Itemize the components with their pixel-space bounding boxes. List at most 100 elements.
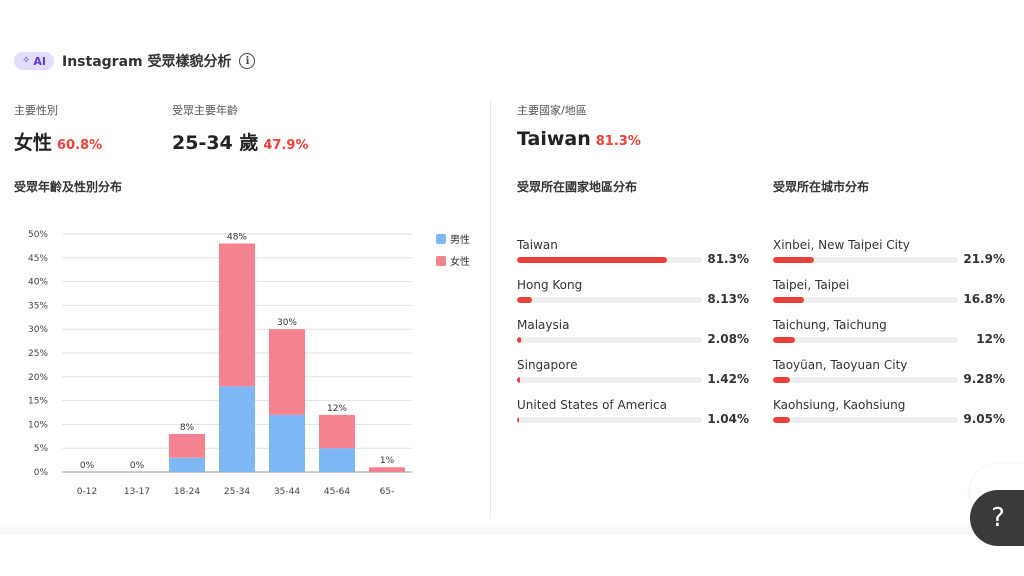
bar-total-label: 30% bbox=[277, 318, 297, 328]
distribution-name: Taiwan bbox=[517, 238, 558, 252]
distribution-pct: 16.8% bbox=[963, 292, 1005, 306]
distribution-row: Taiwan 81.3% bbox=[517, 237, 749, 277]
distribution-pct: 1.42% bbox=[707, 372, 749, 386]
help-button[interactable]: ? bbox=[970, 490, 1024, 546]
distribution-fill bbox=[773, 337, 796, 343]
ai-badge-label: AI bbox=[33, 54, 46, 68]
bar-total-label: 8% bbox=[180, 423, 195, 433]
distribution-pct: 21.9% bbox=[963, 252, 1005, 266]
distribution-track bbox=[773, 257, 958, 263]
column-divider bbox=[490, 100, 491, 518]
distribution-name: Taipei, Taipei bbox=[773, 278, 850, 292]
y-tick-label: 10% bbox=[28, 420, 48, 430]
age-gender-chart: 0% 5% 10% 15% 20% 25% 30% 35% 40% 45% 50% 0% 0-12 0% 1… bbox=[28, 230, 470, 497]
distribution-track bbox=[517, 417, 702, 423]
bar-segment-female bbox=[219, 243, 255, 387]
distribution-pct: 9.05% bbox=[963, 412, 1005, 426]
country-distribution-list: Taiwan 81.3% Hong Kong 8.13% Malaysia 2.08% Si… bbox=[517, 237, 749, 437]
stat-country-value: Taiwan bbox=[517, 128, 591, 150]
ai-badge: ✧ AI bbox=[14, 52, 54, 70]
y-tick-label: 45% bbox=[28, 254, 48, 264]
distribution-fill bbox=[517, 337, 521, 343]
distribution-name: Kaohsiung, Kaohsiung bbox=[773, 398, 906, 412]
y-tick-label: 0% bbox=[34, 468, 49, 478]
distribution-name: Taichung, Taichung bbox=[773, 318, 887, 332]
info-icon[interactable]: i bbox=[239, 53, 256, 69]
stat-country: 主要國家/地區 Taiwan 81.3% bbox=[517, 102, 641, 150]
y-tick-label: 20% bbox=[28, 373, 48, 383]
distribution-pct: 8.13% bbox=[707, 292, 749, 306]
bar-total-label: 0% bbox=[80, 461, 95, 471]
stat-gender-value: 女性 bbox=[14, 132, 53, 154]
stat-age-pct: 47.9% bbox=[263, 138, 309, 153]
distribution-pct: 12% bbox=[976, 332, 1005, 346]
distribution-fill bbox=[773, 377, 791, 383]
section-title-country: 受眾所在國家地區分布 bbox=[517, 180, 638, 194]
bar-total-label: 0% bbox=[130, 461, 145, 471]
distribution-name: Taoyüan, Taoyuan City bbox=[773, 358, 908, 372]
x-tick-label: 13-17 bbox=[124, 487, 150, 497]
panel-header: ✧ AI Instagram 受眾樣貌分析 i bbox=[14, 50, 256, 72]
legend-label: 男性 bbox=[450, 233, 470, 246]
legend-label: 女性 bbox=[450, 255, 470, 268]
distribution-name: Singapore bbox=[517, 358, 578, 372]
legend-swatch bbox=[436, 234, 446, 244]
distribution-row: Hong Kong 8.13% bbox=[517, 277, 749, 317]
stat-age: 受眾主要年齡 25-34 歲 47.9% bbox=[172, 102, 309, 155]
y-tick-label: 5% bbox=[34, 444, 49, 454]
distribution-pct: 1.04% bbox=[707, 412, 749, 426]
distribution-name: Xinbei, New Taipei City bbox=[773, 238, 910, 252]
panel-title: Instagram 受眾樣貌分析 bbox=[62, 54, 232, 70]
distribution-name: United States of America bbox=[517, 398, 667, 412]
distribution-row: Malaysia 2.08% bbox=[517, 317, 749, 357]
y-tick-label: 25% bbox=[28, 349, 48, 359]
distribution-track bbox=[517, 257, 702, 263]
distribution-track bbox=[773, 377, 958, 383]
distribution-fill bbox=[773, 297, 805, 303]
x-tick-label: 18-24 bbox=[174, 487, 200, 497]
x-tick-label: 25-34 bbox=[224, 487, 250, 497]
stat-gender-pct: 60.8% bbox=[57, 138, 103, 153]
distribution-fill bbox=[517, 297, 533, 303]
bar-segment-male bbox=[219, 386, 255, 472]
y-tick-label: 30% bbox=[28, 325, 48, 335]
y-tick-label: 15% bbox=[28, 397, 48, 407]
x-tick-label: 45-64 bbox=[324, 487, 350, 497]
sparkle-icon: ✧ bbox=[22, 55, 31, 66]
distribution-pct: 2.08% bbox=[707, 332, 749, 346]
distribution-pct: 9.28% bbox=[963, 372, 1005, 386]
bar-total-label: 48% bbox=[227, 233, 247, 243]
distribution-name: Malaysia bbox=[517, 318, 570, 332]
distribution-row: Taoyüan, Taoyuan City 9.28% bbox=[773, 357, 1005, 397]
stat-gender-label: 主要性別 bbox=[14, 104, 58, 117]
distribution-track bbox=[517, 377, 702, 383]
distribution-fill bbox=[773, 257, 814, 263]
bar-total-label: 12% bbox=[327, 404, 347, 414]
stat-gender: 主要性別 女性 60.8% bbox=[14, 102, 102, 155]
y-tick-label: 35% bbox=[28, 301, 48, 311]
distribution-fill bbox=[517, 257, 668, 263]
distribution-row: Singapore 1.42% bbox=[517, 357, 749, 397]
distribution-track bbox=[517, 297, 702, 303]
section-title-age-gender: 受眾年齡及性別分布 bbox=[14, 180, 123, 194]
legend-swatch bbox=[436, 256, 446, 266]
bar-segment-female bbox=[169, 433, 205, 458]
distribution-row: Taipei, Taipei 16.8% bbox=[773, 277, 1005, 317]
distribution-row: Kaohsiung, Kaohsiung 9.05% bbox=[773, 397, 1005, 437]
distribution-pct: 81.3% bbox=[707, 252, 749, 266]
bar-segment-male bbox=[169, 457, 205, 472]
y-tick-label: 50% bbox=[28, 230, 48, 240]
x-tick-label: 65- bbox=[380, 487, 395, 497]
y-tick-label: 40% bbox=[28, 278, 48, 288]
distribution-track bbox=[773, 337, 958, 343]
distribution-row: Taichung, Taichung 12% bbox=[773, 317, 1005, 357]
distribution-name: Hong Kong bbox=[517, 278, 583, 292]
distribution-row: United States of America 1.04% bbox=[517, 397, 749, 437]
bar-segment-female bbox=[369, 467, 405, 472]
city-distribution-list: Xinbei, New Taipei City 21.9% Taipei, Taip… bbox=[773, 237, 1005, 437]
distribution-row: Xinbei, New Taipei City 21.9% bbox=[773, 237, 1005, 277]
panel-bottom-fade bbox=[0, 520, 1024, 534]
distribution-track bbox=[773, 417, 958, 423]
stat-age-label: 受眾主要年齡 bbox=[172, 104, 238, 117]
x-tick-label: 35-44 bbox=[274, 487, 300, 497]
